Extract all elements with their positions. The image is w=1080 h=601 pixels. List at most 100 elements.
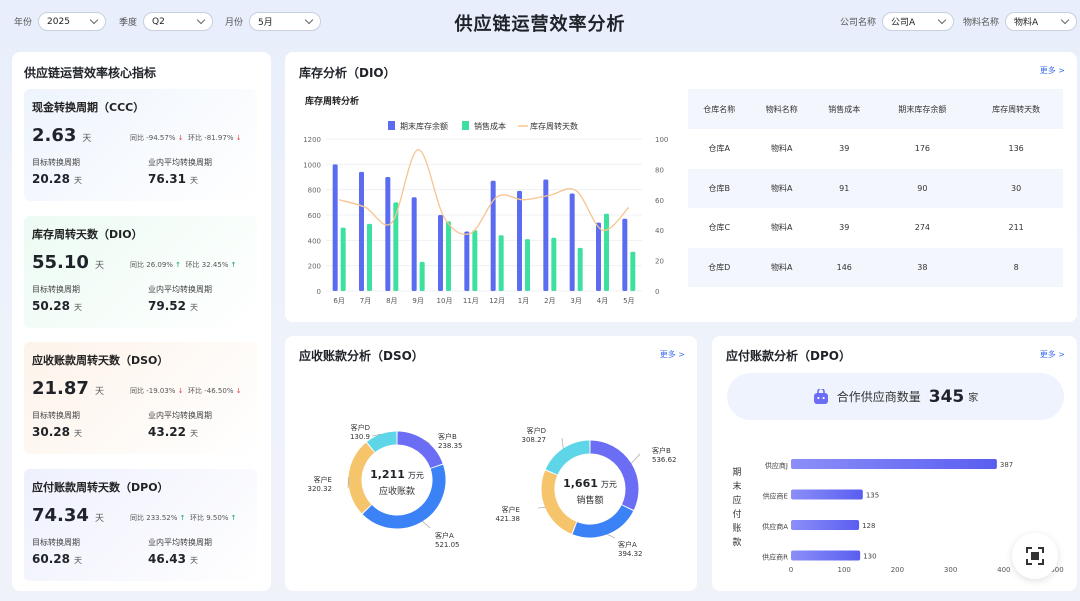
payables-bar [791,520,860,530]
inventory-table: 仓库名称 物料名称 销售成本 期末库存余额 库存周转天数 仓库A 物料A 39 176 136 仓… [688,89,1063,287]
kpi-average-value: 79.52 天 [148,299,198,313]
y-tick-label: 供应商E [763,492,788,501]
kpi-average-value: 46.43 天 [148,552,198,566]
slice-label: 客户D [527,426,546,435]
table-cell: 30 [969,168,1063,208]
bar-sales-cost [551,237,557,291]
table-row[interactable]: 仓库C 物料A 39 274 211 [688,208,1063,248]
table-cell: 仓库A [708,144,730,154]
kpi-value: 21.87 天 [32,378,104,399]
bar-value-label: 135 [866,492,879,500]
bar-sales-cost [446,221,451,291]
bar-sales-cost [630,251,636,291]
table-cell: 8 [969,247,1063,287]
dso-more-link[interactable]: 更多 > [659,350,685,359]
x-tick-label: 12月 [489,297,505,305]
y-tick-label: 600 [308,212,321,220]
x-tick-label: 11月 [463,297,479,305]
x-tick-label: 1月 [518,297,529,305]
slice-value: 320.32 [308,485,333,493]
dpo-more-link[interactable]: 更多 > [1039,350,1065,359]
trend-arrow-icon: ↓ [177,387,184,395]
month-select[interactable]: 5月 [249,12,322,31]
donut-slice [348,442,375,514]
kpi-average-label: 业内平均转换周期 [148,158,212,167]
x-tick-label: 0 [789,566,793,574]
x-tick-label: 8月 [386,297,397,305]
material-filter: 物料名称 物料A [963,12,1078,31]
slice-value: 536.62 [652,456,677,464]
bar-sales-cost [393,202,399,291]
trend-arrow-icon: ↓ [235,134,242,142]
kpi-average-value: 43.22 天 [148,425,198,439]
table-row[interactable]: 仓库A 物料A 39 176 136 [688,129,1063,169]
donut-slice [590,440,639,510]
kpi-panel-title: 供应链运营效率核心指标 [24,66,157,80]
company-label: 公司名称 [840,18,877,28]
slice-label: 客户A [618,540,637,549]
kpi-average-label: 业内平均转换周期 [148,285,212,294]
year-filter: 年份 2025 [14,12,107,31]
slice-label: 客户E [502,505,520,514]
fullscreen-button[interactable] [1012,533,1058,579]
y-axis-label: 付 [732,509,741,520]
kpi-comparison: 同比 -19.03% ↓ 环比 -46.50% ↓ [130,387,242,395]
x-tick-label: 2月 [544,297,555,305]
supplier-icon [813,388,828,404]
company-select[interactable]: 公司A [882,12,955,31]
bar-sales-cost [340,227,346,291]
supplier-count-label: 合作供应商数量 [836,390,921,404]
y-tick-label: 供应商R [762,553,788,562]
table-cell: 39 [839,223,850,233]
trend-arrow-icon: ↑ [175,261,182,269]
kpi-average-label: 业内平均转换周期 [148,538,212,547]
bar-value-label: 128 [862,522,875,530]
table-row[interactable]: 仓库B 物料A 91 90 30 [688,168,1063,208]
material-label: 物料名称 [963,18,1000,28]
month-filter: 月份 5月 [225,12,322,31]
bar-inventory-balance [438,215,443,291]
slice-label: 客户E [314,475,332,484]
dpo-title: 应付账款分析（DPO） [726,349,851,363]
inventory-chart-title: 库存周转分析 [305,97,360,107]
payables-bar [791,489,863,500]
quarter-select[interactable]: Q2 [143,12,214,31]
kpi-title: 应付账款周转天数（DPO） [32,481,169,494]
supplier-count-unit: 家 [968,393,979,404]
legend-label: 期末库存余额 [400,121,448,131]
table-cell: 物料A [771,223,793,233]
company-filter: 公司名称 公司A [840,12,955,31]
inventory-more-link[interactable]: 更多 > [1039,66,1065,75]
kpi-card: 应付账款周转天数（DPO） 74.34 天 同比 233.52% ↑ 环比 9.50%… [24,469,257,581]
x-tick-label: 200 [891,566,904,574]
year-select[interactable]: 2025 [38,12,107,31]
table-cell: 38 [875,247,970,287]
material-select[interactable]: 物料A [1005,12,1078,31]
donut-center [556,455,624,523]
leader-line [607,534,616,539]
table-row[interactable]: 仓库D 物料A 146 38 8 [688,247,1063,287]
supplier-count-pill: 合作供应商数量 345 家 [727,373,1064,420]
bar-inventory-balance [490,180,496,291]
x-tick-label: 400 [997,566,1010,574]
slice-value: 421.38 [496,515,521,523]
x-tick-label: 10月 [437,297,453,305]
leader-line [371,433,381,437]
x-tick-label: 9月 [412,297,423,305]
bar-inventory-balance [359,171,364,291]
y2-tick-label: 0 [655,288,659,296]
y2-tick-label: 20 [655,258,664,266]
trend-arrow-icon: ↑ [230,261,237,269]
kpi-average-value: 76.31 天 [148,172,198,186]
y-axis-label: 末 [732,480,741,492]
x-tick-label: 500 [1050,566,1063,574]
bar-inventory-balance [332,164,338,291]
bar-sales-cost [498,235,504,291]
y-axis-label: 应 [732,494,741,506]
year-label: 年份 [14,18,33,28]
table-header: 期末库存余额 [875,89,970,129]
quarter-filter: 季度 Q2 [119,12,214,31]
legend-label: 库存周转天数 [530,121,578,131]
bar-inventory-balance [517,190,522,291]
y-tick-label: 1200 [303,136,321,144]
